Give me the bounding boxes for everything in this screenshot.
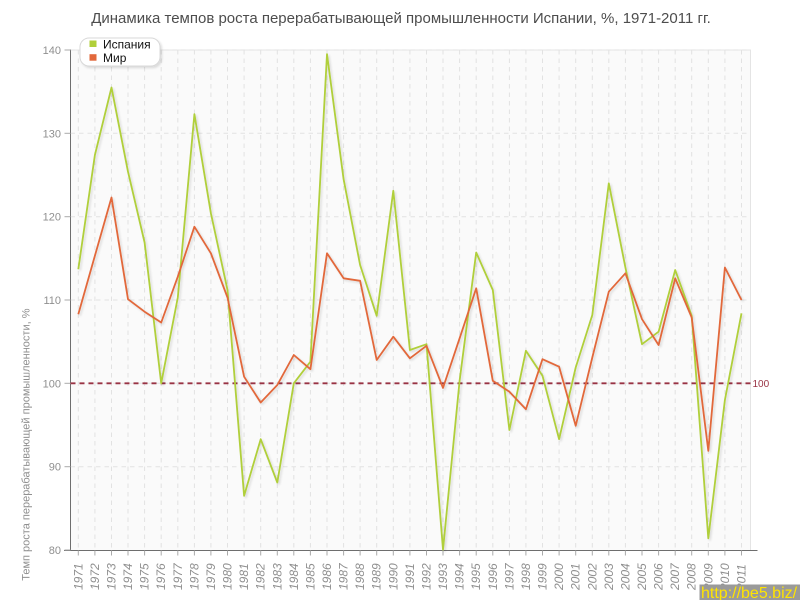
svg-text:1990: 1990: [386, 563, 400, 590]
svg-text:2010: 2010: [718, 563, 732, 591]
svg-text:1986: 1986: [320, 563, 334, 590]
svg-text:1980: 1980: [221, 563, 235, 590]
svg-text:110: 110: [43, 295, 61, 307]
svg-text:2000: 2000: [552, 563, 566, 591]
svg-text:2002: 2002: [585, 563, 599, 591]
svg-text:2003: 2003: [602, 563, 616, 591]
svg-text:1976: 1976: [154, 563, 168, 590]
svg-text:Мир: Мир: [103, 51, 127, 65]
svg-text:1971: 1971: [71, 563, 85, 590]
svg-text:1983: 1983: [270, 563, 284, 590]
svg-text:90: 90: [49, 462, 61, 474]
svg-text:1979: 1979: [204, 563, 218, 590]
svg-text:Динамика темпов роста перераба: Динамика темпов роста перерабатывающей п…: [91, 10, 711, 27]
svg-text:2005: 2005: [635, 563, 649, 591]
svg-text:1992: 1992: [420, 563, 434, 590]
svg-text:1977: 1977: [171, 562, 185, 590]
svg-text:1974: 1974: [121, 563, 135, 590]
svg-text:1978: 1978: [187, 563, 201, 590]
svg-text:120: 120: [43, 212, 61, 224]
svg-text:2001: 2001: [569, 563, 583, 591]
svg-text:140: 140: [43, 45, 61, 57]
svg-text:2008: 2008: [685, 563, 699, 591]
svg-text:1975: 1975: [138, 563, 152, 590]
svg-text:2004: 2004: [618, 563, 632, 591]
svg-text:1988: 1988: [353, 563, 367, 590]
svg-text:1991: 1991: [403, 563, 417, 590]
svg-text:1972: 1972: [88, 563, 102, 590]
svg-text:1985: 1985: [303, 563, 317, 590]
svg-text:2007: 2007: [668, 562, 682, 591]
svg-text:1984: 1984: [287, 563, 301, 590]
svg-text:2011: 2011: [735, 564, 749, 591]
svg-text:1989: 1989: [370, 563, 384, 590]
svg-text:1995: 1995: [469, 563, 483, 590]
svg-text:2006: 2006: [652, 563, 666, 591]
svg-text:1999: 1999: [536, 563, 550, 590]
svg-text:http://be5.biz/: http://be5.biz/: [701, 585, 798, 600]
svg-text:100: 100: [753, 379, 770, 390]
svg-text:1994: 1994: [453, 563, 467, 590]
svg-text:1982: 1982: [254, 563, 268, 590]
svg-text:2009: 2009: [701, 563, 715, 591]
svg-text:1987: 1987: [337, 562, 351, 590]
svg-text:Темп роста перерабатывающей пр: Темп роста перерабатывающей промышленнос…: [21, 308, 33, 580]
svg-text:Испания: Испания: [103, 37, 151, 51]
svg-text:1981: 1981: [237, 563, 251, 590]
svg-text:80: 80: [49, 545, 61, 557]
svg-text:130: 130: [43, 128, 61, 140]
svg-text:1973: 1973: [105, 563, 119, 590]
svg-text:1997: 1997: [502, 562, 516, 590]
svg-text:100: 100: [43, 378, 61, 390]
svg-text:1996: 1996: [486, 563, 500, 590]
svg-text:1993: 1993: [436, 563, 450, 590]
svg-text:1998: 1998: [519, 563, 533, 590]
